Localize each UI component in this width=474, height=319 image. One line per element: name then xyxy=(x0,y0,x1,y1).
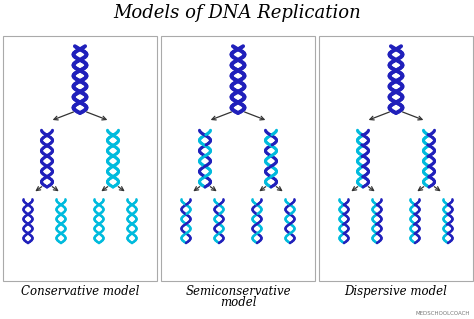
Text: Conservative model: Conservative model xyxy=(21,285,139,298)
Bar xyxy=(161,36,315,281)
Text: Semiconservative: Semiconservative xyxy=(185,285,291,298)
Bar xyxy=(3,36,157,281)
Text: Dispersive model: Dispersive model xyxy=(345,285,447,298)
Text: MEDSCHOOLCOACH: MEDSCHOOLCOACH xyxy=(416,311,470,316)
Text: Models of DNA Replication: Models of DNA Replication xyxy=(113,4,361,22)
Text: model: model xyxy=(220,296,256,309)
Bar xyxy=(319,36,473,281)
